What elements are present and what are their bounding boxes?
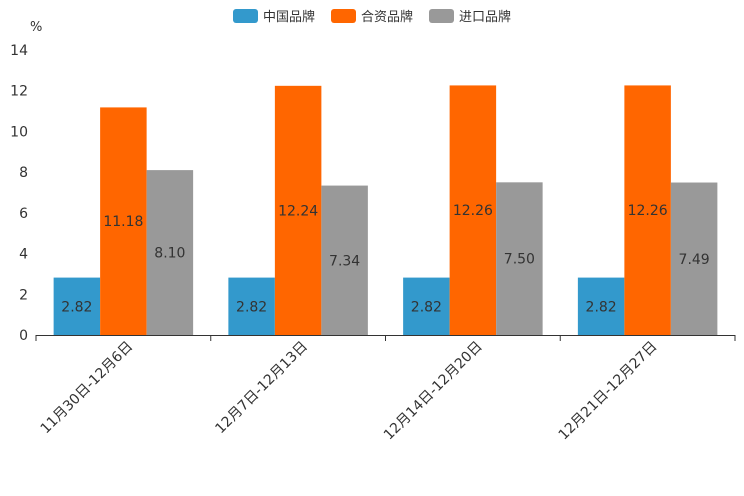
y-tick-label: 4 — [19, 247, 28, 263]
y-tick-label: 12 — [10, 84, 28, 100]
legend-swatch-china — [232, 8, 258, 23]
bar-value-label: 2.82 — [586, 299, 617, 315]
bar-value-label: 12.24 — [278, 203, 318, 219]
bar — [146, 170, 194, 335]
y-tick-label: 8 — [19, 165, 28, 181]
x-tick-label: 11月30日-12月6日 — [38, 339, 137, 438]
bar — [496, 182, 543, 335]
legend-swatch-jv — [330, 8, 356, 23]
bar — [321, 185, 368, 335]
legend-item-import[interactable]: 进口品牌 — [429, 6, 511, 25]
legend-label-import: 进口品牌 — [459, 10, 512, 25]
x-tick-label: 12月14日-12月20日 — [381, 339, 486, 444]
legend: 中国品牌 合资品牌 进口品牌 — [0, 6, 744, 25]
bar-value-label: 2.82 — [61, 299, 92, 315]
y-tick-label: 6 — [19, 206, 28, 222]
bar-value-label: 11.18 — [103, 214, 143, 230]
legend-item-china[interactable]: 中国品牌 — [232, 6, 315, 25]
bar-value-label: 2.82 — [236, 299, 267, 315]
bar — [449, 85, 497, 336]
bar — [274, 85, 322, 335]
bar-value-label: 7.34 — [329, 253, 360, 269]
bar — [670, 182, 718, 335]
bar-value-label: 12.26 — [453, 203, 493, 219]
bar-value-label: 7.50 — [504, 252, 535, 268]
y-tick-label: 14 — [10, 43, 28, 59]
bar-value-label: 2.82 — [411, 299, 442, 315]
bar-value-label: 8.10 — [154, 246, 185, 262]
x-tick-label: 12月21日-12月27日 — [556, 339, 661, 444]
legend-label-jv: 合资品牌 — [360, 10, 413, 25]
x-tick-label: 12月7日-12月13日 — [212, 339, 311, 438]
y-tick-label: 2 — [19, 287, 28, 303]
bar — [100, 107, 147, 336]
y-tick-label: 10 — [10, 124, 28, 140]
bar — [403, 277, 450, 335]
bar — [228, 277, 275, 335]
legend-item-jv[interactable]: 合资品牌 — [330, 6, 413, 25]
legend-swatch-import — [429, 8, 454, 23]
bar — [53, 277, 101, 335]
bar — [577, 277, 625, 335]
legend-label-china: 中国品牌 — [262, 10, 315, 25]
bar-value-label: 7.49 — [679, 252, 710, 268]
bar-value-label: 12.26 — [628, 203, 668, 219]
bar — [624, 85, 671, 336]
y-tick-label: 0 — [19, 328, 28, 344]
y-axis-unit: % — [30, 20, 43, 35]
